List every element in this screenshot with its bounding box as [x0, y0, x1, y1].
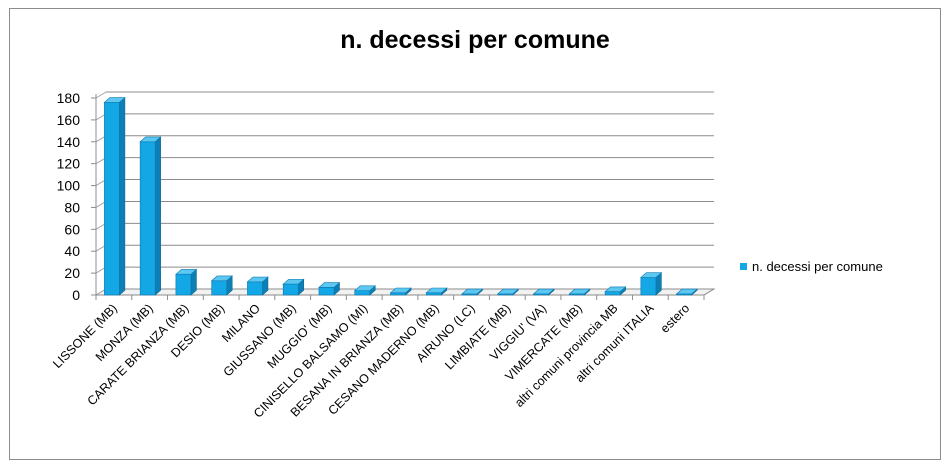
y-tick-label: 140	[57, 134, 81, 150]
bar	[389, 287, 412, 296]
bar	[532, 288, 555, 296]
bar-front	[247, 281, 263, 296]
bar-front	[211, 280, 227, 296]
bar-top	[139, 136, 162, 143]
bar-side	[154, 136, 161, 296]
bar-front	[640, 277, 657, 296]
bar-top	[246, 276, 269, 283]
gridline-depth	[95, 91, 107, 99]
bar	[175, 268, 198, 296]
bar	[246, 276, 269, 296]
bar	[640, 272, 663, 296]
y-tick-label: 100	[57, 178, 81, 194]
bar-top	[282, 278, 305, 285]
y-tick-label: 120	[57, 156, 81, 172]
bar	[461, 288, 484, 296]
bar-front	[354, 290, 371, 296]
bar	[496, 288, 520, 296]
y-tick-label: 60	[64, 221, 80, 237]
bar-top	[568, 288, 591, 295]
bar-side	[119, 96, 126, 296]
bar-top	[318, 282, 341, 288]
x-axis-depth	[703, 288, 715, 296]
bar-top	[640, 272, 663, 278]
bar-top	[103, 97, 126, 103]
bar-front	[139, 141, 156, 296]
bar-top	[353, 285, 377, 291]
bar-top	[532, 288, 555, 295]
chart-frame	[9, 8, 941, 460]
bar-top	[389, 287, 412, 294]
bar-front	[318, 287, 335, 296]
y-tick-label: 160	[57, 112, 81, 128]
legend: n. decessi per comune	[740, 259, 883, 274]
bar	[604, 286, 627, 296]
bar	[139, 136, 162, 296]
bar-front	[175, 273, 192, 296]
bar	[282, 278, 305, 296]
bar-top	[175, 269, 198, 275]
y-tick-label: 180	[57, 90, 81, 106]
bar	[210, 275, 233, 296]
legend-label: n. decessi per comune	[752, 259, 883, 274]
bar-front	[390, 292, 406, 296]
bar	[675, 288, 698, 296]
bar-top	[675, 288, 698, 295]
bar-top	[425, 287, 448, 294]
bar-top	[210, 275, 233, 282]
bar	[318, 281, 341, 296]
y-tick-label: 20	[64, 265, 80, 281]
legend-swatch	[740, 263, 747, 270]
x-tick-label: estero	[658, 301, 692, 335]
chart-title: n. decessi per comune	[340, 26, 610, 54]
x-tick-label: LISSONE (MB)	[50, 301, 120, 371]
bar-front	[104, 102, 120, 296]
bar-front	[282, 283, 299, 296]
bar	[425, 287, 448, 296]
bar-front	[604, 291, 621, 296]
y-tick-label: 80	[64, 199, 80, 215]
bar	[568, 288, 591, 296]
bar-top	[461, 288, 484, 295]
bar-top	[604, 286, 627, 293]
bar	[353, 285, 377, 296]
bar-top	[496, 288, 520, 295]
bar-front	[425, 292, 442, 296]
y-tick-label: 40	[64, 243, 80, 259]
y-tick-label: 0	[72, 287, 80, 303]
bar	[103, 96, 126, 296]
